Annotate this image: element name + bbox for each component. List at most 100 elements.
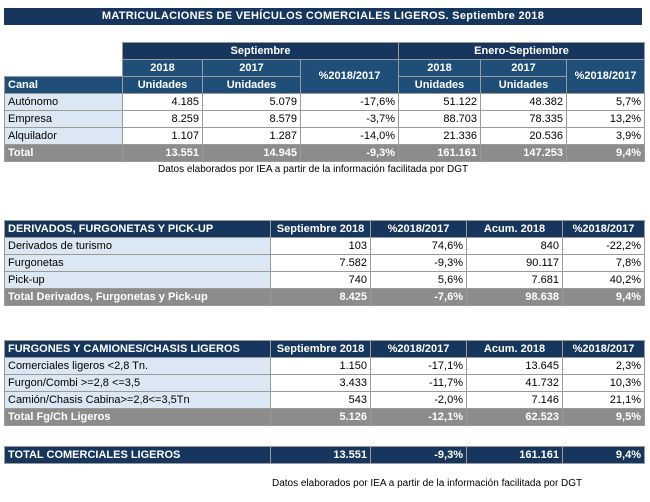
table-row: Autónomo 4.185 5.079 -17,6% 51.122 48.38… — [4, 93, 646, 111]
row-label: Pick-up — [4, 271, 271, 289]
header-pct: %2018/2017 — [370, 340, 467, 358]
cell-value: 13.645 — [466, 357, 563, 375]
header-sep-2017: 2017 — [202, 59, 301, 77]
header-pct: %2018/2017 — [370, 220, 467, 238]
header-acum-2018: Acum. 2018 — [466, 220, 563, 238]
cell-value: 103 — [270, 237, 371, 255]
row-label: Total Derivados, Furgonetas y Pick-up — [4, 288, 271, 306]
cell-value: 5.126 — [270, 408, 371, 426]
row-label: Derivados de turismo — [4, 237, 271, 255]
row-label: Camión/Chasis Cabina>=2,8<=3,5Tn — [4, 391, 271, 409]
cell-value: 8.259 — [122, 110, 203, 128]
row-label: Alquilador — [4, 127, 123, 145]
total-row: Total 13.551 14.945 -9,3% 161.161 147.25… — [4, 144, 646, 162]
cell-value: 14.945 — [202, 144, 301, 162]
cell-value: 40,2% — [562, 271, 645, 289]
cell-value: 90.117 — [466, 254, 563, 272]
cell-value: 51.122 — [398, 93, 482, 111]
header-september-2018: Septiembre 2018 — [270, 340, 371, 358]
cell-value: 7.146 — [466, 391, 563, 409]
cell-value: 3,9% — [566, 127, 646, 145]
row-label: Total Fg/Ch Ligeros — [4, 408, 271, 426]
header-pct: %2018/2017 — [562, 340, 645, 358]
page-title: MATRICULACIONES DE VEHÍCULOS COMERCIALES… — [4, 8, 642, 25]
cell-value: 9,4% — [562, 446, 645, 464]
cell-value: 21.336 — [398, 127, 482, 145]
row-label: Autónomo — [4, 93, 123, 111]
table-row: Empresa 8.259 8.579 -3,7% 88.703 78.335 … — [4, 110, 646, 128]
cell-value: -2,0% — [370, 391, 467, 409]
cell-value: -12,1% — [370, 408, 467, 426]
cell-value: 78.335 — [480, 110, 568, 128]
table-row: Derivados de turismo 103 74,6% 840 -22,2… — [4, 237, 645, 255]
cell-value: 13.551 — [270, 446, 371, 464]
channel-table: Septiembre Enero-Septiembre 2018 2017 %2… — [4, 42, 646, 162]
cell-value: -17,1% — [370, 357, 467, 375]
derivados-table: DERIVADOS, FURGONETAS Y PICK-UP Septiemb… — [4, 220, 645, 306]
cell-value: 1.107 — [122, 127, 203, 145]
cell-value: 1.150 — [270, 357, 371, 375]
header-september: Septiembre — [121, 42, 400, 60]
cell-value: 740 — [270, 271, 371, 289]
header-units: Unidades — [398, 76, 482, 94]
header-canal: Canal — [4, 76, 123, 94]
header-jan-sep: Enero-Septiembre — [398, 42, 646, 60]
table-row: Furgonetas 7.582 -9,3% 90.117 7,8% — [4, 254, 645, 272]
cell-value: 10,3% — [562, 374, 645, 392]
header-units: Unidades — [480, 76, 568, 94]
cell-value: 98.638 — [466, 288, 563, 306]
cell-value: 13.551 — [122, 144, 203, 162]
header-sep-pct: %2018/2017 — [299, 59, 400, 94]
cell-value: 840 — [466, 237, 563, 255]
cell-value: -9,3% — [370, 446, 467, 464]
header-furgones: FURGONES Y CAMIONES/CHASIS LIGEROS — [4, 340, 271, 358]
cell-value: 543 — [270, 391, 371, 409]
cell-value: 9,4% — [562, 288, 645, 306]
row-label: Total — [4, 144, 123, 162]
grand-total-row: TOTAL COMERCIALES LIGEROS 13.551 -9,3% 1… — [4, 446, 645, 464]
row-label: Furgon/Combi >=2,8 <=3,5 — [4, 374, 271, 392]
grand-total-table: TOTAL COMERCIALES LIGEROS 13.551 -9,3% 1… — [4, 446, 645, 464]
header-derivados: DERIVADOS, FURGONETAS Y PICK-UP — [4, 220, 271, 238]
cell-value: -17,6% — [299, 93, 400, 111]
source-note: Datos elaborados por IEA a partir de la … — [272, 478, 583, 489]
table-row: Pick-up 740 5,6% 7.681 40,2% — [4, 271, 645, 289]
cell-value: 62.523 — [466, 408, 563, 426]
cell-value: 161.161 — [466, 446, 563, 464]
cell-value: 7,8% — [562, 254, 645, 272]
cell-value: 5.079 — [202, 93, 301, 111]
header-september-2018: Septiembre 2018 — [270, 220, 371, 238]
table-row: Camión/Chasis Cabina>=2,8<=3,5Tn 543 -2,… — [4, 391, 645, 409]
row-label: Comerciales ligeros <2,8 Tn. — [4, 357, 271, 375]
row-label: Furgonetas — [4, 254, 271, 272]
header-acum-2018: Acum. 2018 — [466, 340, 563, 358]
header-units: Unidades — [202, 76, 301, 94]
cell-value: 4.185 — [122, 93, 203, 111]
cell-value: -9,3% — [299, 144, 400, 162]
cell-value: 7.681 — [466, 271, 563, 289]
header-ytd-2017: 2017 — [480, 59, 568, 77]
cell-value: 9,4% — [566, 144, 646, 162]
cell-value: 88.703 — [398, 110, 482, 128]
header-sep-2018: 2018 — [122, 59, 203, 77]
cell-value: 74,6% — [370, 237, 467, 255]
header-ytd-2018: 2018 — [398, 59, 482, 77]
cell-value: 5,6% — [370, 271, 467, 289]
cell-value: 41.732 — [466, 374, 563, 392]
row-label: Empresa — [4, 110, 123, 128]
cell-value: -14,0% — [299, 127, 400, 145]
total-row: Total Derivados, Furgonetas y Pick-up 8.… — [4, 288, 645, 306]
cell-value: 13,2% — [566, 110, 646, 128]
cell-value: -3,7% — [299, 110, 400, 128]
cell-value: 7.582 — [270, 254, 371, 272]
total-row: Total Fg/Ch Ligeros 5.126 -12,1% 62.523 … — [4, 408, 645, 426]
header-ytd-pct: %2018/2017 — [566, 59, 646, 94]
furgones-table: FURGONES Y CAMIONES/CHASIS LIGEROS Septi… — [4, 340, 645, 426]
cell-value: -22,2% — [562, 237, 645, 255]
cell-value: 21,1% — [562, 391, 645, 409]
table-row: Comerciales ligeros <2,8 Tn. 1.150 -17,1… — [4, 357, 645, 375]
cell-value: -9,3% — [370, 254, 467, 272]
header-pct: %2018/2017 — [562, 220, 645, 238]
header-units: Unidades — [122, 76, 203, 94]
table-row: Furgon/Combi >=2,8 <=3,5 3.433 -11,7% 41… — [4, 374, 645, 392]
